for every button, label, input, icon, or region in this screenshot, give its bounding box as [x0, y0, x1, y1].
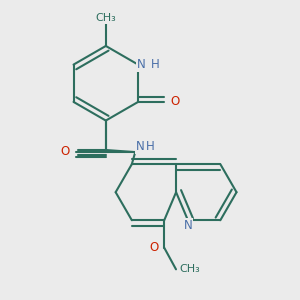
Text: N: N — [137, 58, 146, 71]
Text: H: H — [146, 140, 154, 153]
Text: N: N — [136, 140, 145, 153]
Text: O: O — [171, 95, 180, 108]
Text: H: H — [150, 58, 159, 71]
Text: O: O — [60, 146, 69, 158]
Text: N: N — [184, 219, 192, 232]
Text: CH₃: CH₃ — [95, 14, 116, 23]
Text: O: O — [150, 241, 159, 254]
Text: CH₃: CH₃ — [179, 264, 200, 274]
